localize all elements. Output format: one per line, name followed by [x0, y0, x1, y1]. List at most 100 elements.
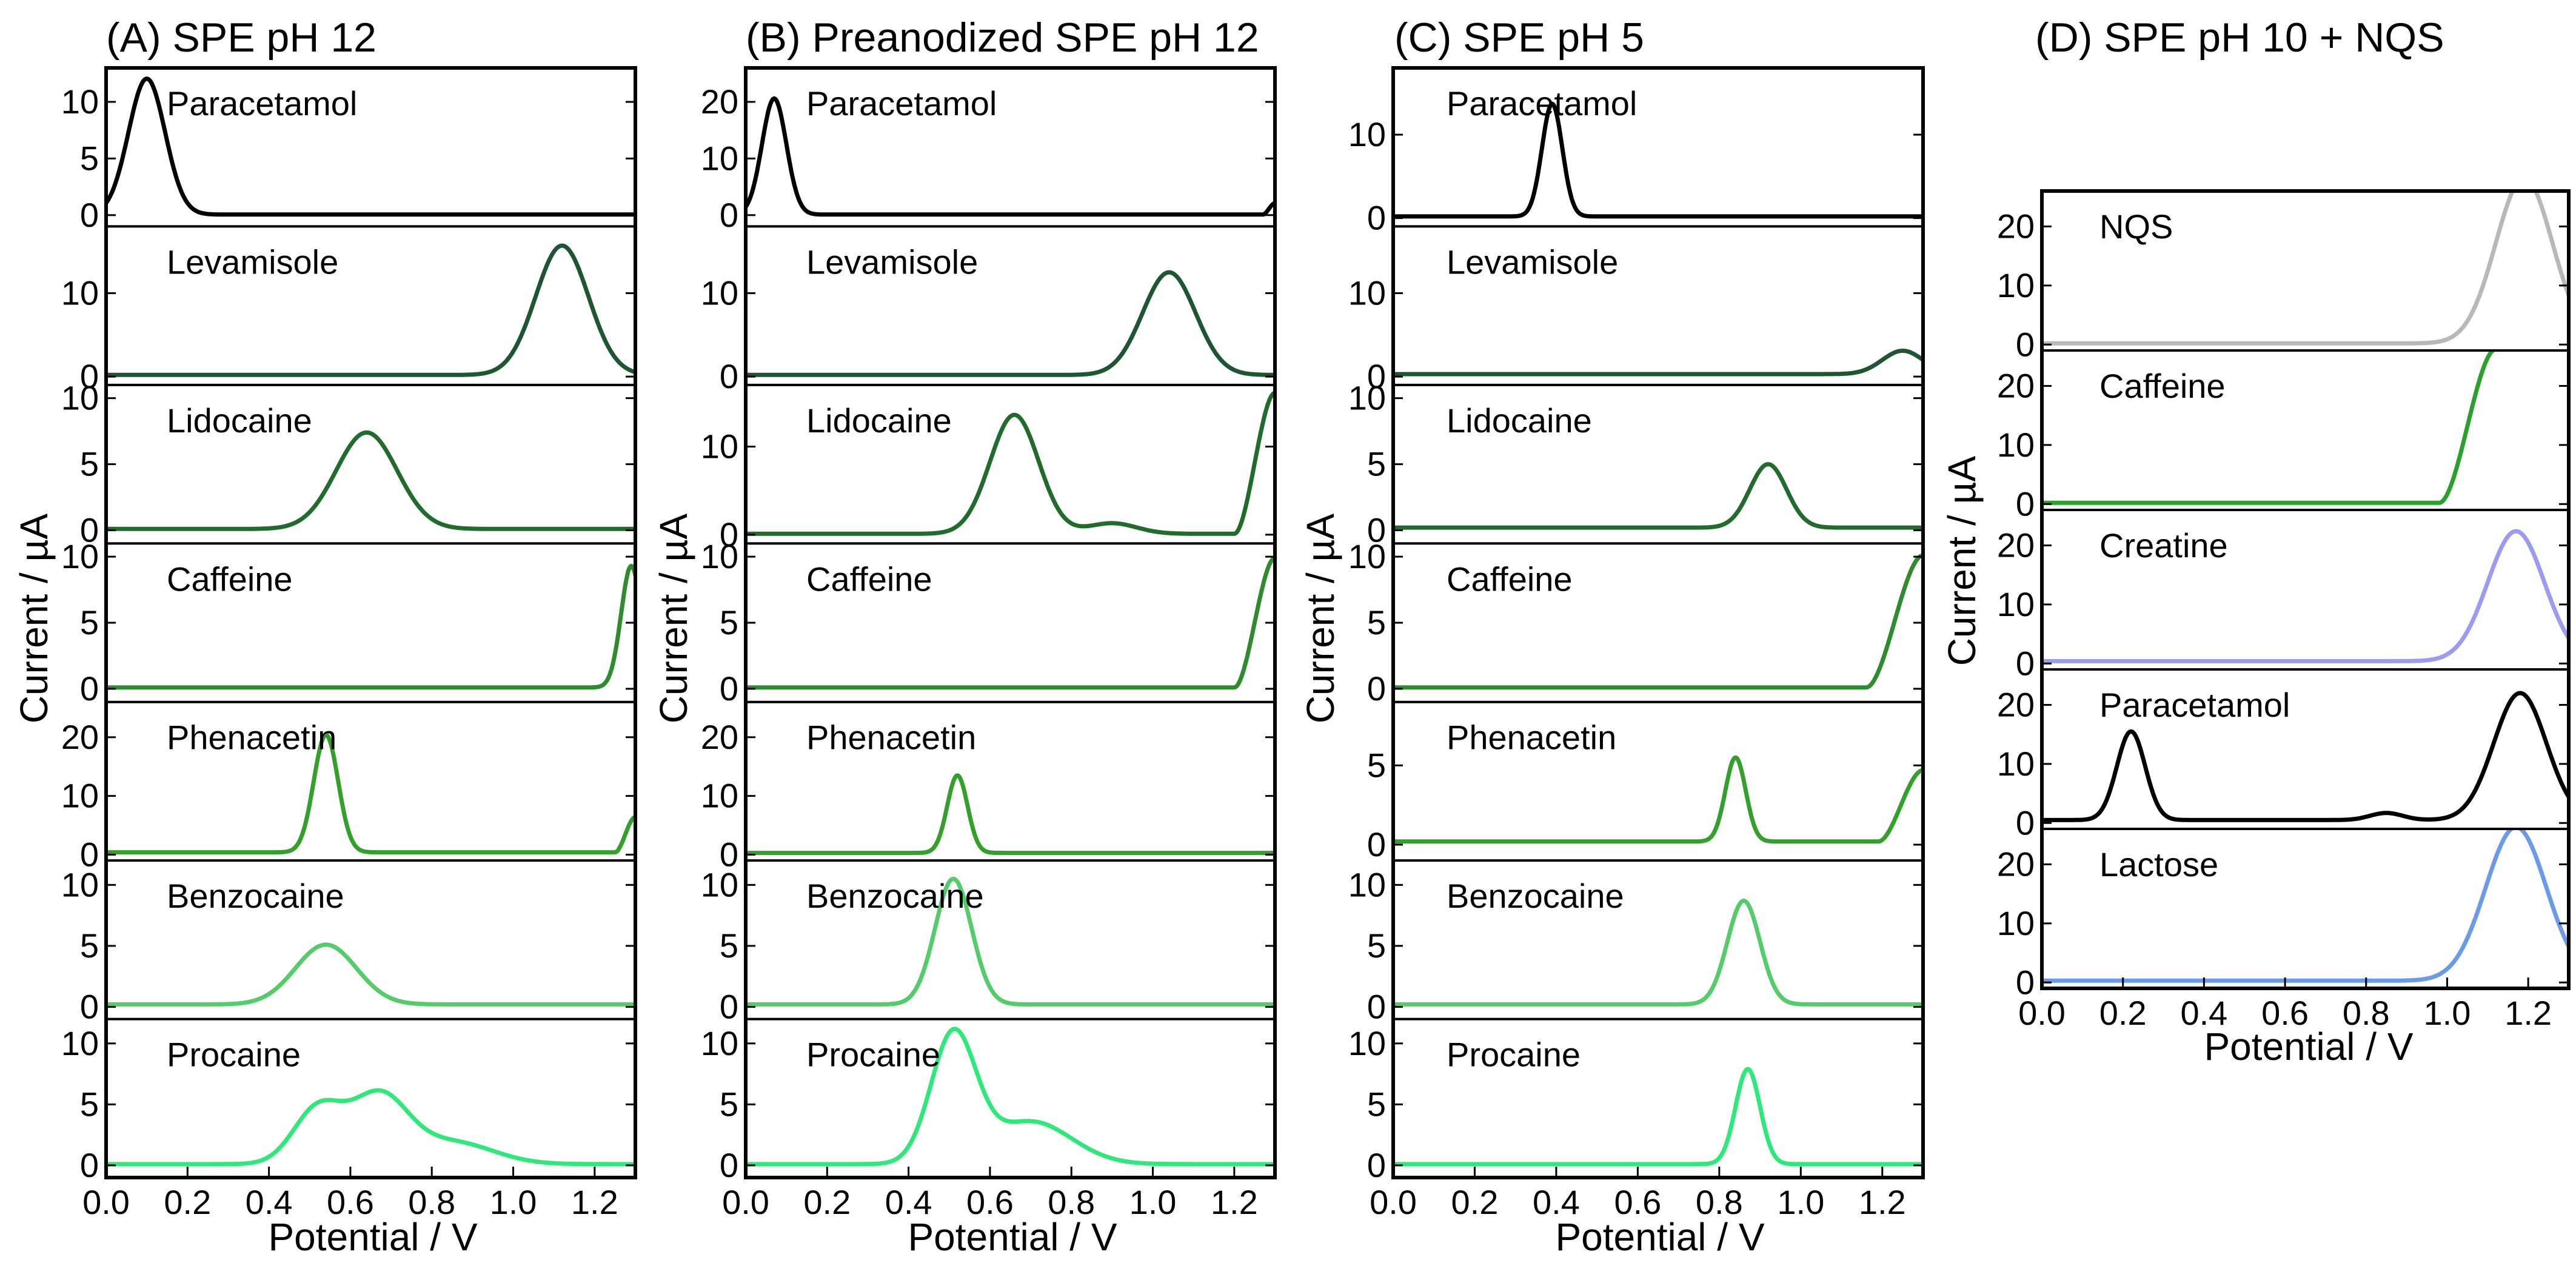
- panel-d: 0 10 20 NQS 0 10 20 Caffeine 0 10 20 Creatine 0 10 20 P…: [1997, 189, 2571, 1032]
- trace-label-b-benzocaine: Benzocaine: [806, 877, 984, 915]
- y-tick-label: 0: [720, 669, 738, 708]
- y-tick-label: 0: [80, 1146, 99, 1184]
- trace-label-d-paracetamol: Paracetamol: [2099, 686, 2290, 724]
- y-tick-label: 0: [720, 987, 738, 1025]
- subplot-d-lactose: 0 10 20 Lactose: [1997, 828, 2569, 1001]
- x-tick-label: 0.2: [803, 1183, 851, 1221]
- y-tick-label: 10: [61, 777, 99, 815]
- y-tick-label: 0: [80, 357, 99, 395]
- x-tick-label: 0.2: [164, 1183, 211, 1221]
- y-tick-label: 5: [80, 445, 99, 483]
- y-tick-label: 10: [1997, 745, 2035, 783]
- y-tick-label: 0: [80, 196, 99, 234]
- subplot-c-lidocaine: 0 5 10 Lidocaine: [1348, 379, 1923, 549]
- trace-label-d-creatine: Creatine: [2099, 526, 2228, 565]
- subplot-b-paracetamol: 0 10 20 Paracetamol: [701, 82, 1275, 234]
- y-tick-label: 10: [61, 379, 99, 417]
- y-tick-label: 0: [720, 1146, 738, 1184]
- trace-a-phenacetin: [106, 732, 635, 855]
- trace-a-procaine: [106, 1088, 635, 1167]
- trace-b-procaine: [746, 1027, 1275, 1167]
- trace-b-lidocaine: [746, 390, 1275, 536]
- y-tick-label: 20: [1997, 845, 2035, 883]
- trace-label-a-phenacetin: Phenacetin: [167, 719, 336, 757]
- y-tick-label: 0: [1367, 357, 1386, 395]
- y-tick-label: 10: [1348, 537, 1386, 575]
- trace-label-b-procaine: Procaine: [806, 1036, 940, 1074]
- x-tick-label: 0.8: [408, 1183, 455, 1221]
- panel-c: 010Paracetamol010Levamisole0510Lidocaine…: [1348, 66, 1925, 1221]
- y-tick-label: 10: [1348, 1024, 1386, 1062]
- trace-label-a-lidocaine: Lidocaine: [167, 401, 312, 440]
- trace-label-b-lidocaine: Lidocaine: [806, 401, 952, 440]
- y-tick-label: 10: [1348, 274, 1386, 312]
- trace-label-d-lactose: Lactose: [2099, 845, 2218, 883]
- subplot-c-caffeine: 0 5 10 Caffeine: [1348, 537, 1923, 708]
- y-tick-label: 20: [701, 718, 738, 756]
- trace-label-a-benzocaine: Benzocaine: [167, 877, 344, 915]
- y-tick-label: 20: [1997, 685, 2035, 723]
- trace-label-c-levamisole: Levamisole: [1447, 243, 1618, 281]
- subplot-a-lidocaine: 0 5 10 Lidocaine: [61, 379, 635, 549]
- y-tick-label: 0: [1367, 987, 1386, 1025]
- y-tick-label: 20: [1997, 207, 2035, 245]
- y-tick-label: 0: [720, 196, 738, 234]
- trace-c-procaine: [1393, 1067, 1923, 1167]
- y-tick-label: 10: [61, 537, 99, 575]
- y-tick-label: 10: [1348, 379, 1386, 417]
- trace-a-levamisole: [106, 243, 635, 377]
- x-axis-label-b: Potential / V: [908, 1215, 1117, 1259]
- y-tick-label: 20: [61, 718, 99, 756]
- subplot-a-caffeine: 0 5 10 Caffeine: [61, 537, 635, 708]
- y-tick-label: 0: [1367, 1146, 1386, 1184]
- x-tick-label: 0.0: [1370, 1183, 1417, 1221]
- trace-label-a-levamisole: Levamisole: [167, 243, 338, 281]
- x-axis-label-c: Potential / V: [1555, 1215, 1764, 1259]
- x-tick-label: 0.6: [327, 1183, 374, 1221]
- y-tick-label: 0: [2016, 803, 2035, 842]
- panel-title-c: (C) SPE pH 5: [1394, 15, 1644, 61]
- y-tick-label: 0: [80, 835, 99, 873]
- trace-b-phenacetin: [746, 773, 1275, 856]
- trace-label-d-nqs: NQS: [2099, 207, 2173, 246]
- trace-label-c-benzocaine: Benzocaine: [1447, 877, 1624, 915]
- trace-label-c-phenacetin: Phenacetin: [1447, 719, 1616, 757]
- panel-frame-b: [744, 66, 1277, 1179]
- x-tick-label: 0.8: [1696, 1183, 1743, 1221]
- subplot-a-benzocaine: 0 5 10 Benzocaine: [61, 859, 635, 1025]
- x-tick-label: 0.2: [2099, 994, 2147, 1032]
- trace-label-b-paracetamol: Paracetamol: [806, 84, 997, 122]
- y-tick-label: 0: [1367, 199, 1386, 237]
- y-axis-label-a: Current / µA: [12, 514, 56, 724]
- y-tick-label: 0: [1367, 669, 1386, 708]
- trace-label-c-procaine: Procaine: [1447, 1036, 1581, 1074]
- y-tick-label: 10: [701, 865, 738, 903]
- trace-label-b-levamisole: Levamisole: [806, 243, 978, 281]
- y-axis-label-b: Current / µA: [652, 514, 695, 724]
- trace-c-levamisole: [1393, 348, 1923, 377]
- trace-d-lactose: [2042, 829, 2569, 983]
- x-tick-label: 1.2: [1859, 1183, 1906, 1221]
- y-tick-label: 10: [701, 777, 738, 815]
- trace-b-benzocaine: [746, 876, 1275, 1007]
- x-tick-label: 0.0: [2018, 994, 2066, 1032]
- y-tick-label: 5: [80, 139, 99, 177]
- trace-label-a-caffeine: Caffeine: [167, 560, 293, 598]
- panel-title-d: (D) SPE pH 10 + NQS: [2035, 15, 2444, 61]
- trace-a-benzocaine: [106, 942, 635, 1007]
- subplot-a-paracetamol: 0 5 10 Paracetamol: [61, 76, 635, 234]
- panel-title-a: (A) SPE pH 12: [106, 15, 376, 61]
- y-tick-label: 0: [80, 987, 99, 1025]
- y-tick-label: 5: [80, 1085, 99, 1123]
- subplot-b-procaine: 0 5 10 Procaine: [701, 1017, 1275, 1184]
- x-tick-label: 1.2: [571, 1183, 618, 1221]
- y-tick-label: 5: [720, 927, 738, 965]
- y-tick-label: 10: [1997, 266, 2035, 304]
- trace-label-b-caffeine: Caffeine: [806, 560, 932, 598]
- y-axis-label-d: Current / µA: [1940, 456, 1984, 666]
- x-tick-label: 1.0: [1129, 1183, 1177, 1221]
- y-tick-label: 10: [1997, 426, 2035, 464]
- trace-label-a-paracetamol: Paracetamol: [167, 84, 357, 122]
- y-tick-label: 10: [701, 139, 738, 177]
